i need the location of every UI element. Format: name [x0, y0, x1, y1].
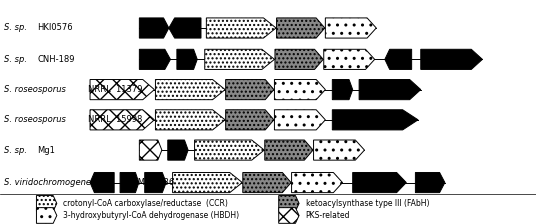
Polygon shape	[169, 18, 201, 38]
Polygon shape	[385, 49, 412, 69]
Text: S. sp.: S. sp.	[4, 24, 30, 32]
Polygon shape	[332, 80, 353, 100]
Polygon shape	[332, 110, 418, 130]
Polygon shape	[226, 80, 274, 100]
Text: crotonyl-CoA carboxylase/reductase  (CCR): crotonyl-CoA carboxylase/reductase (CCR)	[63, 199, 228, 208]
Polygon shape	[421, 49, 482, 69]
Text: S. roseosporus: S. roseosporus	[4, 85, 69, 94]
Polygon shape	[324, 49, 375, 69]
Polygon shape	[359, 80, 421, 100]
Polygon shape	[155, 80, 225, 100]
Polygon shape	[243, 172, 291, 193]
Polygon shape	[279, 196, 299, 211]
Polygon shape	[90, 80, 154, 100]
Polygon shape	[36, 196, 57, 211]
Polygon shape	[139, 49, 170, 69]
Polygon shape	[195, 140, 264, 160]
Text: DSM 40736: DSM 40736	[125, 178, 174, 187]
Polygon shape	[275, 49, 323, 69]
Polygon shape	[274, 110, 325, 130]
Polygon shape	[265, 140, 313, 160]
Polygon shape	[274, 80, 325, 100]
Polygon shape	[155, 110, 225, 130]
Polygon shape	[206, 18, 276, 38]
Text: HKI0576: HKI0576	[38, 24, 73, 32]
Polygon shape	[353, 172, 406, 193]
Text: S. viridochromogenes: S. viridochromogenes	[4, 178, 98, 187]
Text: 3-hydroxybutyryl-CoA dehydrogenase (HBDH): 3-hydroxybutyryl-CoA dehydrogenase (HBDH…	[63, 211, 240, 220]
Polygon shape	[277, 18, 325, 38]
Polygon shape	[145, 172, 166, 193]
Text: S. roseosporus: S. roseosporus	[4, 115, 69, 124]
Polygon shape	[173, 172, 242, 193]
Polygon shape	[226, 110, 274, 130]
Text: NRRL  11379: NRRL 11379	[87, 85, 142, 94]
Text: CNH-189: CNH-189	[38, 55, 75, 64]
Polygon shape	[177, 49, 197, 69]
Polygon shape	[139, 140, 162, 160]
Polygon shape	[139, 18, 169, 38]
Polygon shape	[292, 172, 343, 193]
Text: S. sp.: S. sp.	[4, 55, 30, 64]
Polygon shape	[90, 110, 154, 130]
Text: S. sp.: S. sp.	[4, 146, 30, 155]
Polygon shape	[205, 49, 274, 69]
Polygon shape	[120, 172, 139, 193]
Polygon shape	[168, 140, 188, 160]
Polygon shape	[314, 140, 364, 160]
Polygon shape	[90, 172, 114, 193]
Text: PKS-related: PKS-related	[306, 211, 350, 220]
Polygon shape	[325, 18, 376, 38]
Polygon shape	[36, 208, 57, 223]
Text: NRRL  15998: NRRL 15998	[87, 115, 142, 124]
Polygon shape	[279, 208, 299, 223]
Text: ketoacylsynthase type III (FAbH): ketoacylsynthase type III (FAbH)	[306, 199, 429, 208]
Text: Mg1: Mg1	[38, 146, 55, 155]
Polygon shape	[415, 172, 445, 193]
